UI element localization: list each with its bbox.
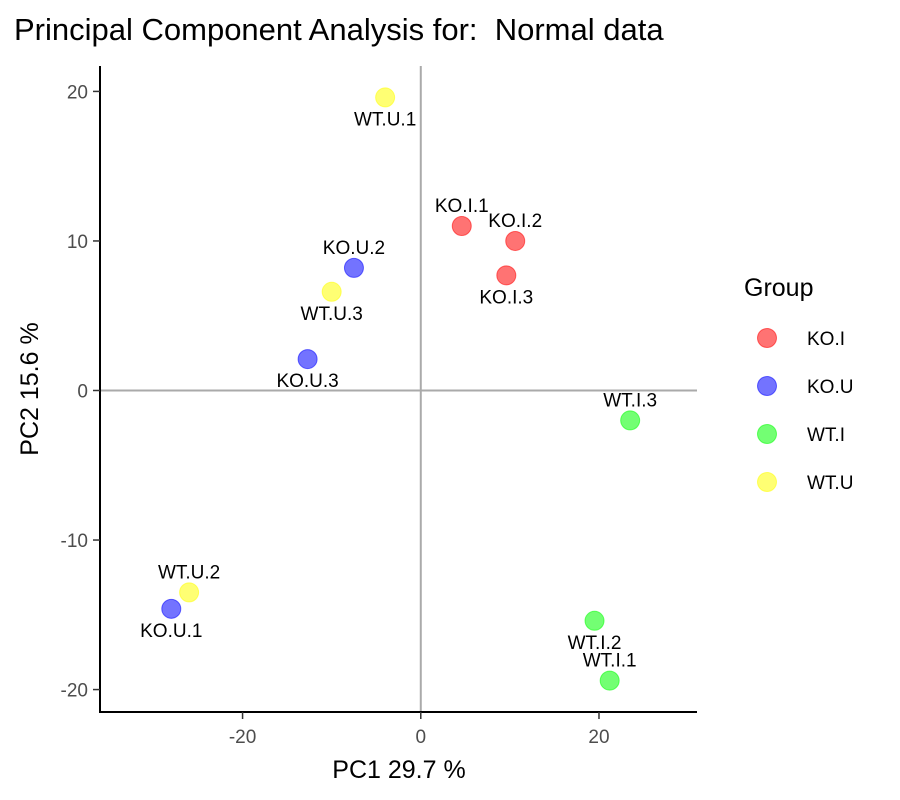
legend-label: WT.U — [807, 473, 853, 494]
data-point — [620, 410, 641, 431]
point-label: KO.U.3 — [276, 371, 338, 392]
data-point — [343, 257, 364, 278]
legend-label: KO.U — [807, 377, 853, 398]
reference-lines — [100, 66, 697, 712]
legend: Group KO.I KO.U WT.I WT.U — [744, 274, 853, 494]
x-tick-label: -20 — [229, 727, 256, 748]
data-point — [297, 349, 318, 370]
x-tick-label: 20 — [588, 727, 609, 748]
point-label: KO.U.2 — [323, 238, 385, 259]
data-point — [584, 610, 605, 631]
legend-label: KO.I — [807, 329, 845, 350]
data-point — [505, 230, 526, 251]
x-tick-label: 0 — [415, 727, 426, 748]
legend-swatch — [757, 328, 777, 348]
data-point — [321, 281, 342, 302]
data-point — [375, 87, 396, 108]
data-point — [179, 582, 200, 603]
point-label: KO.I.1 — [435, 196, 489, 217]
point-labels: KO.I.1KO.I.2 KO.I.3 KO.U.1 KO.U.2 KO.U.3 WT.I… — [140, 109, 657, 671]
point-label: WT.I.2 — [568, 633, 622, 654]
point-label: WT.I.1 — [583, 651, 637, 672]
data-points — [161, 87, 641, 691]
point-label: KO.I.2 — [488, 211, 542, 232]
legend-items: KO.I KO.U WT.I WT.U — [757, 328, 853, 494]
data-point — [451, 216, 472, 237]
y-tick-label: -10 — [61, 531, 88, 552]
y-tick-label: 20 — [67, 82, 88, 103]
x-axis-title: PC1 29.7 % — [332, 756, 465, 784]
legend-swatch — [757, 424, 777, 444]
y-tick-label: 10 — [67, 232, 88, 253]
y-tick-label: -20 — [61, 681, 88, 702]
point-label: WT.U.3 — [301, 304, 363, 325]
legend-label: WT.I — [807, 425, 845, 446]
legend-swatch — [757, 472, 777, 492]
chart-title: Principal Component Analysis for: Normal… — [14, 12, 664, 47]
axes: 20 10 0 -10 -20 -20 0 20 — [61, 66, 697, 748]
data-point — [161, 598, 182, 619]
data-point — [496, 265, 517, 286]
data-point — [599, 670, 620, 691]
legend-swatch — [757, 376, 777, 396]
point-label: WT.U.1 — [354, 109, 416, 130]
point-label: WT.U.2 — [158, 562, 220, 583]
y-axis-title: PC2 15.6 % — [16, 322, 44, 455]
y-tick-label: 0 — [77, 381, 88, 402]
point-label: KO.I.3 — [479, 287, 533, 308]
point-label: WT.I.3 — [603, 390, 657, 411]
point-label: KO.U.1 — [140, 621, 202, 642]
legend-title: Group — [744, 274, 813, 302]
